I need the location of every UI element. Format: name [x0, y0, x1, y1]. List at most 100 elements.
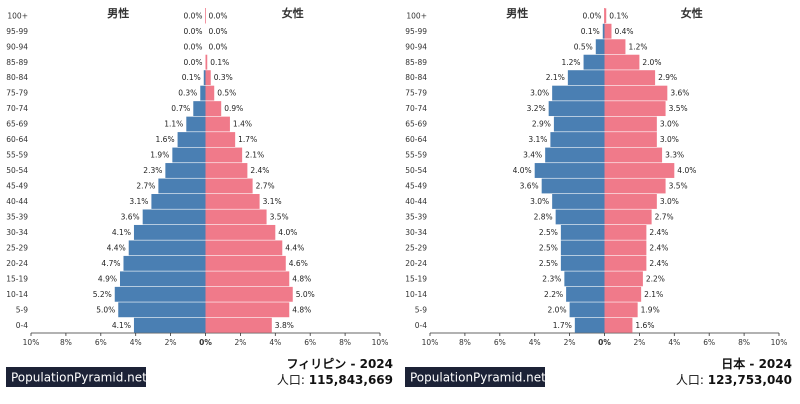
male-bar	[574, 317, 605, 333]
female-value-label: 2.4%	[649, 243, 668, 252]
female-bar	[205, 209, 267, 225]
male-value-label: 4.1%	[112, 321, 131, 330]
female-bar	[205, 317, 272, 333]
female-value-label: 1.9%	[641, 305, 660, 314]
female-value-label: 2.7%	[256, 182, 275, 191]
female-bar	[604, 209, 652, 225]
female-bar	[604, 194, 657, 209]
population-line: 人口: 123,753,040	[676, 373, 792, 387]
female-value-label: 1.4%	[233, 120, 252, 129]
age-label: 100+	[7, 11, 28, 20]
male-bar	[158, 178, 206, 194]
male-value-label: 0.0%	[183, 42, 202, 51]
male-value-label: 2.5%	[539, 259, 558, 268]
female-value-label: 2.1%	[245, 151, 264, 160]
male-bar	[114, 286, 206, 302]
brand-badge[interactable]	[405, 367, 545, 387]
female-bar	[604, 132, 657, 147]
age-label: 65-69	[6, 120, 28, 129]
x-tick-label: 10%	[422, 338, 439, 347]
female-value-label: 1.7%	[238, 135, 257, 144]
age-label: 65-69	[405, 120, 427, 129]
age-label: 15-19	[6, 274, 28, 283]
age-label: 70-74	[405, 104, 427, 113]
male-value-label: 3.0%	[530, 197, 549, 206]
age-label: 20-24	[405, 259, 427, 268]
female-bar	[604, 178, 666, 194]
age-label: 20-24	[6, 259, 28, 268]
female-value-label: 0.3%	[214, 73, 233, 82]
x-tick-label: 2%	[165, 338, 177, 347]
male-bar	[555, 209, 605, 225]
female-bar	[205, 194, 260, 209]
chart-title: フィリピン - 2024	[287, 357, 394, 371]
age-label: 70-74	[6, 104, 28, 113]
age-label: 25-29	[405, 243, 427, 252]
age-label: 45-49	[6, 182, 28, 191]
male-bar	[564, 271, 605, 287]
male-value-label: 3.1%	[129, 197, 148, 206]
female-value-label: 4.8%	[292, 305, 311, 314]
brand-text[interactable]: PopulationPyramid.net	[410, 371, 546, 385]
female-bar	[604, 317, 633, 333]
male-value-label: 0.5%	[574, 42, 593, 51]
female-value-label: 3.1%	[263, 197, 282, 206]
female-bar	[604, 255, 647, 271]
age-label: 85-89	[6, 58, 28, 67]
age-label: 0-4	[16, 321, 28, 330]
female-bar	[604, 224, 647, 240]
age-label: 55-59	[405, 151, 427, 160]
female-value-label: 3.5%	[270, 213, 289, 222]
male-value-label: 2.2%	[544, 290, 563, 299]
male-bar	[550, 132, 605, 147]
female-value-label: 3.0%	[660, 135, 679, 144]
male-value-label: 3.2%	[527, 104, 546, 113]
male-value-label: 0.3%	[178, 89, 197, 98]
female-value-label: 4.4%	[285, 243, 304, 252]
pyramid-panel-1: 10% 8% 6% 4% 2% 0% 2% 4% 6% 8% 10% 男性 女性 100+ 0.0% 0.0%…	[6, 6, 393, 387]
x-tick-label: 4%	[668, 338, 680, 347]
female-value-label: 2.7%	[655, 213, 674, 222]
female-bar	[205, 271, 290, 287]
female-value-label: 4.6%	[289, 259, 308, 268]
female-value-label: 2.9%	[658, 73, 677, 82]
male-value-label: 5.2%	[93, 290, 112, 299]
age-label: 40-44	[6, 197, 28, 206]
male-bar	[128, 240, 206, 256]
female-bar	[604, 8, 607, 24]
male-value-label: 2.3%	[542, 274, 561, 283]
male-bar	[133, 317, 206, 333]
x-tick-label: 8%	[60, 338, 72, 347]
age-label: 15-19	[405, 274, 427, 283]
female-bar	[205, 132, 236, 147]
female-bar	[604, 39, 626, 55]
female-bar	[604, 116, 657, 132]
x-tick-label: 6%	[95, 338, 107, 347]
age-label: 10-14	[6, 290, 28, 299]
female-value-label: 0.9%	[224, 104, 243, 113]
brand-text[interactable]: PopulationPyramid.net	[11, 371, 147, 385]
male-bar	[560, 240, 605, 256]
female-bar	[604, 240, 647, 256]
age-label: 5-9	[415, 305, 427, 314]
x-tick-label: 10%	[372, 338, 389, 347]
male-value-label: 3.4%	[523, 151, 542, 160]
female-value-label: 4.0%	[677, 166, 696, 175]
male-value-label: 0.0%	[183, 58, 202, 67]
female-value-label: 3.5%	[669, 182, 688, 191]
male-value-label: 4.4%	[107, 243, 126, 252]
age-label: 25-29	[6, 243, 28, 252]
male-bar	[545, 147, 605, 163]
female-label: 女性	[282, 6, 304, 20]
female-bar	[604, 147, 663, 163]
female-bar	[604, 163, 675, 178]
female-value-label: 1.6%	[635, 321, 654, 330]
age-label: 10-14	[405, 290, 427, 299]
male-bar	[560, 224, 605, 240]
brand-badge[interactable]	[6, 367, 146, 387]
male-bar	[142, 209, 206, 225]
male-bar	[119, 271, 206, 287]
male-value-label: 3.0%	[530, 89, 549, 98]
male-bar	[552, 85, 605, 101]
